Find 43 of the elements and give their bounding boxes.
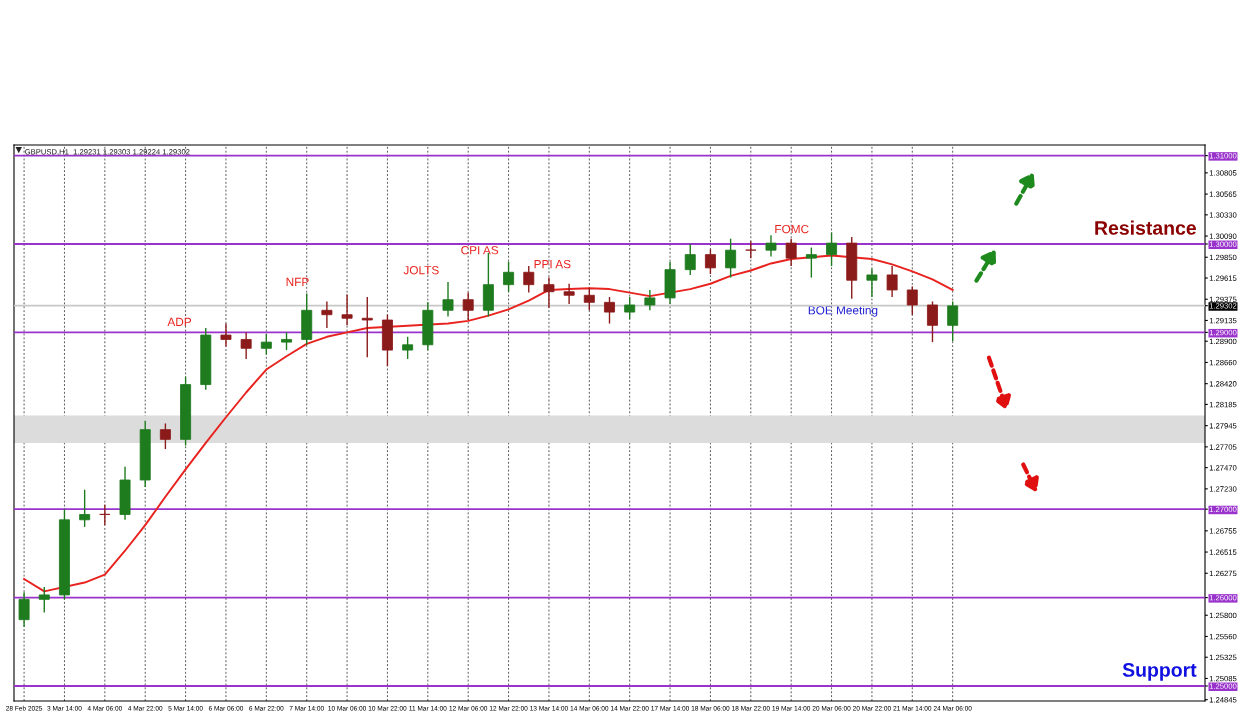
candlestick <box>604 296 615 325</box>
annotation: JOLTS <box>403 266 439 275</box>
candlestick <box>684 243 696 276</box>
candlestick <box>583 287 595 311</box>
candlestick <box>402 336 414 360</box>
candlestick <box>523 265 535 294</box>
candlestick <box>18 591 30 628</box>
annotation: NFP <box>286 277 309 286</box>
candlestick <box>785 238 797 267</box>
candlestick <box>99 504 111 526</box>
candlestick <box>866 268 878 298</box>
candlestick <box>906 285 918 316</box>
candlestick <box>624 296 636 320</box>
candlestick <box>79 489 91 528</box>
candlestick <box>321 300 333 329</box>
candlestick <box>220 322 232 348</box>
annotation: BOE Meeting <box>808 305 878 317</box>
candlestick <box>38 586 50 614</box>
candlestick <box>704 248 716 275</box>
candlestick <box>240 331 252 360</box>
annotation: ADP <box>167 317 192 326</box>
candlestick <box>725 238 737 279</box>
candlestick <box>260 333 272 356</box>
candlestick <box>826 231 838 267</box>
candlestick <box>805 246 817 279</box>
candlestick <box>644 289 656 311</box>
candlestick <box>159 422 171 450</box>
annotation: PPI AS <box>534 259 571 269</box>
candlestick <box>341 293 353 327</box>
candlestick <box>361 296 373 358</box>
candlestick <box>947 300 959 342</box>
candlestick <box>442 281 454 318</box>
ref-line-label: Support <box>1122 663 1197 681</box>
candlestick <box>503 260 515 293</box>
ref-line-label: Resistance <box>1095 220 1197 235</box>
candlestick <box>462 291 474 321</box>
annotation: CPI AS <box>461 246 499 255</box>
candlestick <box>765 234 777 258</box>
annotation: FOMC <box>775 224 809 234</box>
candlestick <box>886 265 898 298</box>
candlestick <box>563 283 575 305</box>
candlestick <box>927 300 938 343</box>
candlestick <box>543 276 555 309</box>
